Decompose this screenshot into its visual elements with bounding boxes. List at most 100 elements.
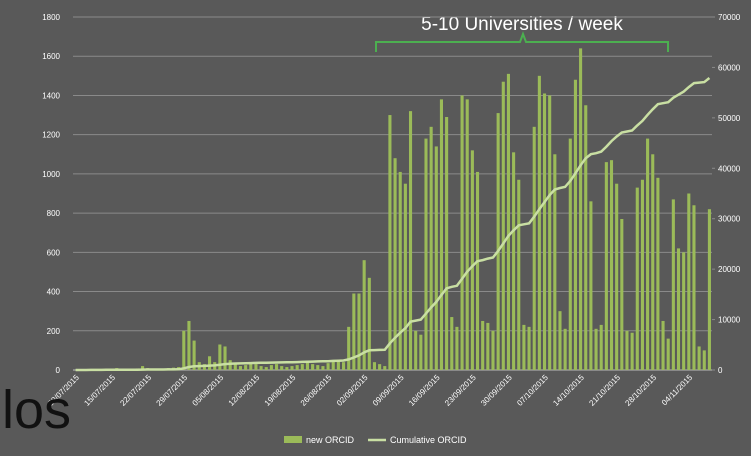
y-tick-label: 400 (47, 288, 61, 297)
bar (403, 183, 407, 370)
bar (573, 79, 577, 370)
y-tick-label: 1800 (42, 13, 60, 22)
bar (388, 115, 392, 370)
annotation: 5-10 Universities / week (421, 14, 623, 35)
bar (316, 365, 320, 370)
bar (445, 117, 449, 371)
bar (269, 365, 273, 370)
y-tick-label: 1200 (42, 131, 60, 140)
y2-tick-label: 10000 (718, 316, 741, 325)
bar (661, 320, 665, 370)
y-tick-label: 1000 (42, 170, 60, 179)
bar (300, 364, 304, 370)
bar (367, 277, 371, 370)
bar (434, 146, 438, 370)
bar (393, 158, 397, 370)
bar (465, 99, 469, 370)
bar (450, 317, 454, 370)
bar (522, 324, 526, 370)
bar (311, 364, 315, 370)
bar (233, 364, 237, 370)
bar (481, 320, 485, 370)
bar (527, 326, 531, 370)
bar (651, 154, 655, 370)
bar (532, 126, 536, 370)
bar (594, 328, 598, 370)
bar (378, 364, 382, 370)
bar (331, 361, 335, 370)
bar (429, 126, 433, 370)
overlay-text: los (2, 380, 71, 440)
bar (599, 324, 603, 370)
bar (182, 330, 186, 370)
bar (697, 346, 701, 370)
bar (568, 138, 572, 370)
bar (470, 150, 474, 370)
bar (295, 365, 299, 370)
bar (548, 95, 552, 370)
bar (249, 362, 253, 370)
bar (692, 205, 696, 370)
bar (620, 218, 624, 370)
bar (439, 99, 444, 370)
bar (517, 179, 521, 370)
bar (326, 363, 330, 370)
y2-tick-label: 20000 (718, 265, 741, 274)
bar (290, 366, 294, 370)
bar (558, 311, 562, 370)
bar (553, 154, 557, 370)
bar (671, 199, 675, 370)
bar (398, 171, 402, 370)
bar (223, 346, 227, 370)
legend-label: Cumulative ORCID (390, 435, 467, 445)
y-tick-label: 200 (47, 327, 61, 336)
bar (584, 105, 588, 370)
y-tick-label: 1600 (42, 52, 60, 61)
y-tick-label: 0 (56, 366, 61, 375)
bar (357, 293, 361, 370)
bar (635, 187, 639, 370)
bar (475, 171, 480, 370)
bar (208, 356, 212, 370)
bar (656, 177, 660, 370)
y-tick-label: 800 (47, 209, 61, 218)
bar (491, 330, 495, 370)
bar (579, 48, 583, 370)
bar (347, 326, 351, 370)
bar (687, 193, 691, 370)
bar (604, 162, 608, 370)
bar (305, 362, 310, 370)
bar (630, 332, 634, 370)
bar (615, 183, 619, 370)
bar (285, 367, 289, 370)
bar (640, 179, 644, 370)
bar (372, 362, 377, 370)
bar (625, 330, 629, 370)
bar (646, 138, 650, 370)
bar (496, 113, 500, 370)
bar (506, 73, 510, 370)
y2-tick-label: 50000 (718, 114, 741, 123)
bar (589, 201, 593, 370)
bar (259, 366, 263, 370)
bar (264, 367, 268, 370)
bar (187, 320, 191, 370)
y2-tick-label: 70000 (718, 13, 741, 22)
bar (352, 293, 356, 370)
bar (192, 340, 196, 370)
bar (609, 160, 614, 370)
bar (537, 75, 541, 370)
bar (682, 252, 686, 370)
bar (563, 328, 567, 370)
bar (254, 364, 258, 370)
bar (362, 260, 366, 370)
bar (408, 111, 413, 370)
bar (707, 209, 711, 370)
y2-tick-label: 40000 (718, 164, 741, 173)
bar (676, 248, 681, 370)
bar (341, 362, 346, 370)
bar (512, 152, 516, 370)
bar (275, 364, 279, 370)
bar (218, 344, 222, 370)
